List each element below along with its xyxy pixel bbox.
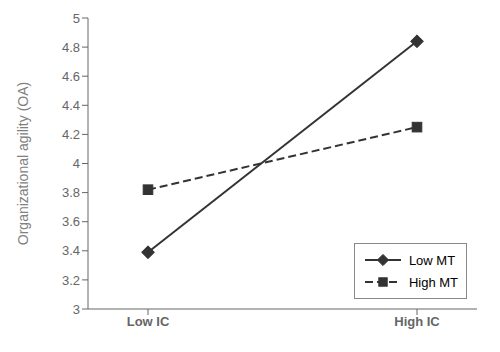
svg-text:4.8: 4.8 — [62, 40, 80, 55]
svg-text:4.6: 4.6 — [62, 69, 80, 84]
svg-text:4.2: 4.2 — [62, 127, 80, 142]
svg-text:4: 4 — [73, 156, 80, 171]
svg-text:High IC: High IC — [394, 314, 440, 329]
html-text:Low MT: Low MT — [408, 252, 456, 268]
svg-text:3.8: 3.8 — [62, 185, 80, 200]
svg-text:3.6: 3.6 — [62, 214, 80, 229]
svg-text:Low IC: Low IC — [127, 314, 170, 329]
svg-text:5: 5 — [73, 11, 80, 26]
svg-text:4.4: 4.4 — [62, 98, 80, 113]
svg-text:3: 3 — [73, 302, 80, 317]
svg-text:3.2: 3.2 — [62, 273, 80, 288]
html-text:High MT: High MT — [408, 274, 458, 290]
svg-text:Organizational agility (OA): Organizational agility (OA) — [15, 82, 31, 245]
svg-text:3.4: 3.4 — [62, 243, 80, 258]
